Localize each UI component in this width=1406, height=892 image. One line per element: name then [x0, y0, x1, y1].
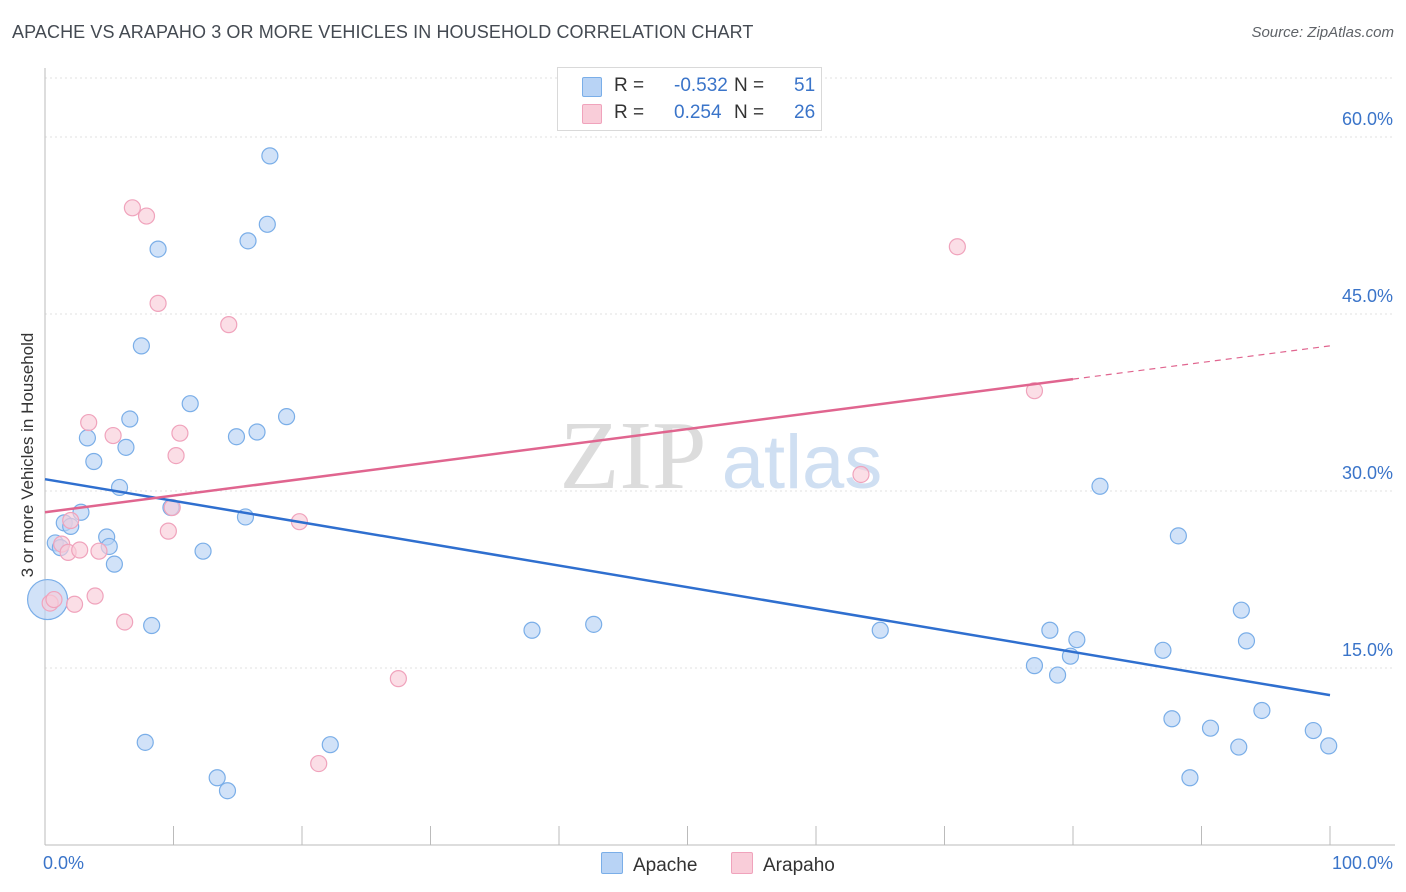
arapaho-legend-label: Arapaho	[763, 855, 835, 876]
apache-point	[1230, 738, 1248, 756]
arapaho-point	[86, 587, 104, 605]
arapaho-point	[137, 207, 156, 225]
apache-point	[239, 232, 257, 250]
apache-point	[121, 410, 139, 428]
trend-lines	[44, 345, 1331, 697]
apache-point	[1181, 769, 1199, 787]
apache-point	[1253, 701, 1271, 720]
y-tick-label: 45.0%	[1342, 286, 1393, 306]
arapaho-point	[62, 511, 80, 530]
apache-point	[194, 542, 212, 560]
y-tick-label: 30.0%	[1342, 463, 1393, 483]
apache-point	[132, 337, 150, 355]
arapaho-point	[149, 294, 167, 312]
bottom-legend-arapaho: Arapaho	[731, 852, 835, 877]
apache-swatch	[582, 77, 602, 97]
apache-point	[1025, 657, 1044, 675]
apache-point	[1232, 601, 1250, 619]
arapaho-point	[171, 424, 189, 442]
x-tick-label: 100.0%	[1332, 853, 1393, 873]
apache-point	[149, 240, 167, 258]
apache-point	[1154, 641, 1172, 659]
arapaho-trend-extension	[1072, 345, 1331, 380]
apache-point	[218, 782, 237, 800]
watermark-atlas: atlas	[722, 420, 883, 505]
apache-n-label: N =	[734, 75, 765, 96]
arapaho-legend-swatch	[731, 852, 753, 874]
arapaho-n-value: 26	[794, 102, 816, 123]
arapaho-n-label: N =	[734, 102, 765, 123]
x-tick-label: 0.0%	[43, 853, 84, 873]
apache-point	[1320, 737, 1338, 755]
apache-r-label: R =	[614, 75, 645, 96]
chart-title: APACHE VS ARAPAHO 3 OR MORE VEHICLES IN …	[12, 22, 754, 42]
chart-source: Source: ZipAtlas.com	[1251, 24, 1394, 41]
apache-point	[85, 452, 103, 471]
arapaho-point	[852, 465, 870, 484]
apache-point	[78, 429, 97, 447]
tick-labels: 15.0% 30.0% 45.0% 60.0% 0.0% 100.0%	[43, 109, 1393, 873]
apache-point	[1163, 710, 1181, 728]
apache-point	[143, 616, 161, 635]
apache-point	[1041, 621, 1059, 639]
arapaho-trend-line	[44, 377, 1074, 514]
apache-point	[871, 621, 889, 639]
apache-point	[136, 733, 154, 751]
apache-point	[1068, 631, 1086, 649]
correlation-legend: R = -0.532 N = 51 R = 0.254 N = 26	[557, 67, 822, 131]
apache-point	[523, 621, 541, 639]
arapaho-point	[116, 613, 134, 631]
apache-n-value: 51	[794, 75, 816, 96]
apache-point	[117, 438, 135, 456]
arapaho-point	[220, 316, 238, 334]
apache-point	[208, 769, 226, 787]
apache-legend-label: Apache	[633, 855, 698, 876]
apache-point	[1048, 666, 1067, 684]
apache-trend-line	[44, 477, 1331, 697]
apache-point	[248, 423, 266, 441]
apache-point	[258, 215, 276, 233]
arapaho-point	[80, 413, 98, 432]
apache-point	[585, 615, 603, 633]
apache-r-value: -0.532	[674, 75, 728, 96]
apache-point	[321, 736, 339, 754]
apache-point	[1169, 527, 1187, 545]
arapaho-point	[90, 542, 108, 560]
arapaho-point	[45, 590, 63, 609]
grid-lines	[45, 77, 1395, 669]
watermark-zip: ZIP	[560, 402, 707, 510]
arapaho-point	[71, 541, 89, 559]
arapaho-r-label: R =	[614, 102, 645, 123]
arapaho-point	[948, 238, 966, 256]
arapaho-point	[65, 595, 84, 613]
arapaho-point	[123, 199, 141, 217]
arapaho-r-value: 0.254	[674, 102, 722, 123]
bottom-legend-apache: Apache	[601, 852, 697, 877]
arapaho-point	[104, 426, 122, 445]
arapaho-point	[159, 522, 177, 540]
arapaho-point	[167, 447, 185, 465]
apache-point	[105, 555, 123, 573]
apache-point	[227, 428, 246, 446]
apache-point	[1304, 721, 1322, 740]
arapaho-swatch	[582, 104, 602, 124]
y-tick-label: 15.0%	[1342, 640, 1393, 660]
apache-point	[1091, 477, 1109, 495]
apache-point	[261, 147, 279, 165]
arapaho-point	[1025, 382, 1044, 400]
apache-point	[1201, 719, 1220, 737]
arapaho-point	[310, 754, 328, 773]
data-points	[26, 147, 1338, 800]
apache-point	[1237, 632, 1256, 650]
apache-legend-swatch	[601, 852, 623, 874]
y-tick-label: 60.0%	[1342, 109, 1393, 129]
watermark: ZIP atlas	[560, 402, 883, 510]
apache-point	[277, 408, 296, 426]
apache-point	[181, 395, 199, 413]
axes	[44, 68, 1395, 846]
arapaho-point	[389, 670, 407, 688]
